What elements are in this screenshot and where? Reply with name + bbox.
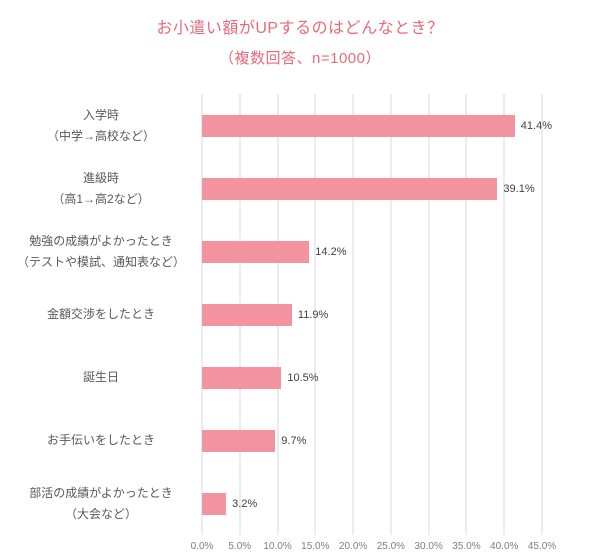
gridline: [352, 94, 354, 535]
bar: [202, 240, 310, 263]
category-label-line: 誕生日: [82, 370, 119, 385]
x-tick-label: 20.0%: [338, 541, 368, 552]
chart-row: 勉強の成績がよかったとき （テストや模試、通知表など） 14.2%: [8, 220, 542, 283]
category-label-line: 金額交渉をしたとき: [46, 307, 155, 322]
plot-area: 入学時 （中学→高校など） 41.4% 進級時 （高1→高2など） 39.1% 勉強の成績が…: [8, 94, 552, 535]
value-label: 14.2%: [315, 245, 347, 258]
category-label: 金額交渉をしたとき: [8, 304, 202, 324]
category-label: 進級時 （高1→高2など）: [8, 168, 202, 209]
x-tick-label: 35.0%: [452, 541, 481, 552]
chart-row: 部活の成績がよかったとき （大会など） 3.2%: [8, 472, 542, 535]
x-tick-label: 30.0%: [414, 541, 443, 552]
bar: [202, 492, 227, 515]
category-label-line: 勉強の成績がよかったとき: [29, 234, 173, 249]
bar: [202, 429, 276, 452]
value-label: 41.4%: [520, 119, 552, 132]
chart-row: 進級時 （高1→高2など） 39.1%: [8, 157, 542, 220]
category-label: お手伝いをしたとき: [8, 430, 202, 450]
chart-subtitle: （複数回答、n=1000）: [219, 50, 381, 67]
bar: [202, 366, 282, 389]
gridline: [390, 94, 392, 535]
bar: [202, 303, 292, 326]
x-tick-label: 25.0%: [376, 541, 406, 552]
bar-track: 9.7%: [202, 429, 542, 452]
bar: [202, 114, 515, 137]
gridline: [465, 94, 467, 535]
x-tick-label: 5.0%: [228, 541, 252, 552]
chart-row: 入学時 （中学→高校など） 41.4%: [8, 94, 552, 157]
x-tick-label: 45.0%: [527, 541, 557, 552]
gridline: [428, 94, 430, 535]
chart-title: お小遣い額がUPするのはどんなとき？: [156, 20, 444, 37]
bar-track: 3.2%: [202, 492, 542, 515]
value-label: 10.5%: [287, 371, 319, 384]
value-label: 39.1%: [503, 182, 535, 195]
bar: [202, 177, 498, 200]
x-tick-label: 15.0%: [301, 541, 330, 552]
category-label: 勉強の成績がよかったとき （テストや模試、通知表など）: [8, 231, 202, 272]
chart-rows: 入学時 （中学→高校など） 41.4% 進級時 （高1→高2など） 39.1% 勉強の成績が…: [8, 94, 552, 535]
bar-track: 39.1%: [202, 177, 542, 200]
value-label: 9.7%: [281, 434, 307, 447]
chart-row: お手伝いをしたとき 9.7%: [8, 409, 542, 472]
category-label: 部活の成績がよかったとき （大会など）: [8, 483, 202, 524]
gridline: [503, 94, 505, 535]
category-label-line: 部活の成績がよかったとき: [29, 486, 173, 501]
category-label-line: （中学→高校など）: [46, 128, 155, 143]
category-label: 誕生日: [8, 367, 202, 387]
category-label-line: 入学時: [82, 108, 119, 123]
category-label-line: 進級時: [82, 171, 119, 186]
bar-track: 14.2%: [202, 240, 542, 263]
x-axis: 0.0% 5.0% 10.0% 15.0% 20.0% 25.0% 30.0% 35.0% 40…: [191, 539, 557, 557]
category-label-line: （テストや模試、通知表など）: [16, 254, 185, 269]
category-label-line: （高1→高2など）: [52, 191, 150, 206]
value-label: 3.2%: [232, 497, 258, 510]
category-label: 入学時 （中学→高校など）: [8, 105, 202, 146]
bar-track: 10.5%: [202, 366, 542, 389]
chart-row: 金額交渉をしたとき 11.9%: [8, 283, 542, 346]
gridline: [541, 94, 543, 535]
x-tick-label: 40.0%: [490, 541, 519, 552]
chart-row: 誕生日 10.5%: [8, 346, 542, 409]
x-tick-label: 0.0%: [190, 541, 214, 552]
x-tick-label: 10.0%: [263, 541, 292, 552]
bar-track: 11.9%: [202, 303, 542, 326]
gridline: [314, 94, 316, 535]
category-label-line: （大会など）: [64, 506, 137, 521]
bar-track: 41.4%: [202, 114, 552, 137]
category-label-line: お手伝いをしたとき: [46, 433, 155, 448]
value-label: 11.9%: [297, 308, 329, 321]
